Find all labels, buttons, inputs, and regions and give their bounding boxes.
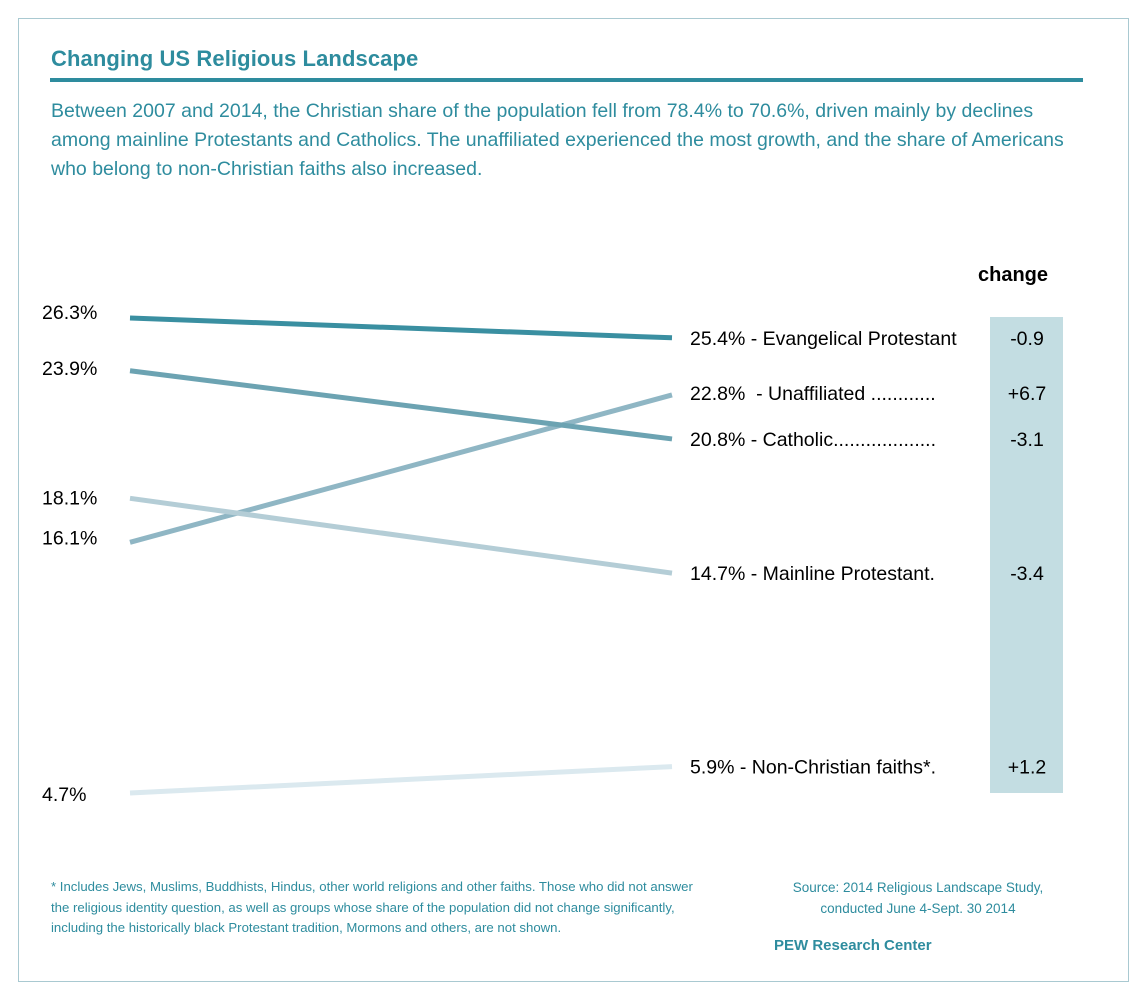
series-line-catholic: [129, 368, 673, 442]
brand-logo-text: PEW Research Center: [774, 937, 932, 954]
change-value-unaffiliated: +6.7: [1008, 383, 1047, 405]
start-label-non-christian-faiths: 4.7%: [42, 784, 86, 806]
change-value-mainline-protestant: -3.4: [1010, 563, 1044, 585]
end-label-mainline-protestant: 14.7% - Mainline Protestant.: [690, 563, 935, 585]
start-label-evangelical-protestant: 26.3%: [42, 302, 97, 324]
change-value-evangelical-protestant: -0.9: [1010, 328, 1044, 350]
footnote: * Includes Jews, Muslims, Buddhists, Hin…: [51, 879, 693, 935]
chart-frame: [18, 18, 1129, 982]
start-label-catholic: 23.9%: [42, 358, 97, 380]
end-label-non-christian-faiths: 5.9% - Non-Christian faiths*.: [690, 757, 936, 779]
chart-subtitle: Between 2007 and 2014, the Christian sha…: [51, 100, 1064, 180]
end-label-evangelical-protestant: 25.4% - Evangelical Protestant: [690, 328, 957, 350]
start-label-mainline-protestant: 18.1%: [42, 487, 97, 509]
change-value-non-christian-faiths: +1.2: [1008, 757, 1047, 779]
series-line-non-christian-faiths: [129, 764, 673, 796]
source-line-2: conducted June 4-Sept. 30 2014: [820, 901, 1016, 916]
source-note: Source: 2014 Religious Landscape Study, …: [760, 877, 1076, 919]
source-line-1: Source: 2014 Religious Landscape Study,: [792, 880, 1044, 895]
change-column-header: change: [978, 264, 1049, 286]
change-column-background: [990, 317, 1063, 793]
series-line-unaffiliated: [129, 392, 673, 545]
series-line-mainline-protestant: [129, 495, 673, 576]
series-line-evangelical-protestant: [129, 315, 673, 341]
end-label-catholic: 20.8% - Catholic...................: [690, 429, 936, 451]
end-label-unaffiliated: 22.8% - Unaffiliated ............: [690, 383, 936, 405]
start-label-unaffiliated: 16.1%: [42, 527, 97, 549]
change-value-catholic: -3.1: [1010, 429, 1044, 451]
title-rule: [50, 78, 1083, 82]
chart-title: Changing US Religious Landscape: [51, 46, 419, 71]
